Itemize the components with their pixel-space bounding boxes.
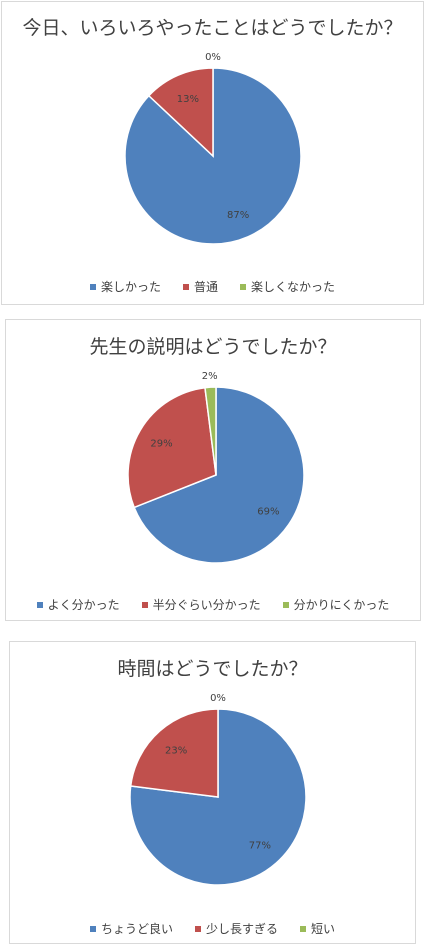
legend-label: 半分ぐらい分かった — [152, 598, 261, 612]
legend-label: 普通 — [193, 280, 218, 294]
legend-item: 普通 — [182, 278, 218, 295]
data-label: 23% — [165, 745, 187, 756]
legend-swatch — [89, 925, 96, 932]
legend-item: 半分ぐらい分かった — [141, 596, 261, 613]
data-label: 13% — [177, 94, 199, 105]
legend-swatch — [182, 283, 189, 290]
data-label: 0% — [210, 693, 226, 704]
pie-chart: 69% 29% 2% — [127, 371, 305, 564]
chart-panel-2: 先生の説明はどうでしたか？ 69% 29% 2% よく分かった 半分ぐらい分かった … — [5, 319, 421, 621]
legend-swatch — [141, 601, 148, 608]
legend-swatch — [300, 925, 306, 932]
legend-label: 楽しくなかった — [251, 280, 336, 294]
chart-title: 先生の説明はどうでしたか？ — [89, 336, 337, 358]
legend-label: 少し長すぎる — [205, 922, 278, 936]
legend-label: 短い — [311, 922, 336, 936]
pie-slice — [129, 708, 219, 798]
legend-item: 少し長すぎる — [194, 920, 278, 937]
legend-label: 楽しかった — [100, 280, 161, 294]
data-label: 29% — [150, 439, 172, 450]
legend-label: 分かりにくかった — [293, 598, 390, 612]
data-label: 87% — [227, 210, 249, 221]
data-label: 0% — [205, 52, 221, 63]
pie-chart: 87% 13% 0% — [124, 52, 302, 245]
chart-panel-1: 今日、いろいろやったことはどうでしたか？ 87% 13% 0% 楽しかった 普通 楽… — [1, 1, 424, 305]
chart-legend: 楽しかった 普通 楽しくなかった — [2, 278, 423, 295]
chart-panel-3: 時間はどうでしたか？ 77% 23% 0% ちょうど良い 少し長すぎる 短い — [9, 641, 416, 944]
legend-item: 分かりにくかった — [282, 596, 390, 613]
legend-label: ちょうど良い — [100, 922, 173, 936]
legend-item: ちょうど良い — [89, 920, 173, 937]
data-label: 69% — [257, 507, 279, 518]
legend-swatch — [36, 601, 43, 608]
chart-legend: よく分かった 半分ぐらい分かった 分かりにくかった — [6, 596, 420, 613]
chart-title: 今日、いろいろやったことはどうでしたか？ — [22, 17, 403, 39]
legend-swatch — [282, 601, 289, 608]
pie-slice — [204, 386, 217, 476]
legend-item: 短い — [300, 920, 335, 937]
legend-swatch — [89, 283, 96, 290]
legend-item: 楽しくなかった — [240, 278, 335, 295]
pie-slice — [127, 386, 217, 509]
legend-item: よく分かった — [36, 596, 120, 613]
pie-chart: 77% 23% 0% — [129, 693, 307, 886]
legend-swatch — [240, 283, 246, 290]
data-label: 77% — [249, 841, 271, 852]
legend-label: よく分かった — [47, 598, 120, 612]
legend-swatch — [194, 925, 201, 932]
pie-slice — [147, 67, 214, 158]
chart-title: 時間はどうでしたか？ — [117, 658, 308, 680]
pie-slice — [133, 386, 305, 564]
legend-item: 楽しかった — [89, 278, 161, 295]
data-label: 2% — [202, 371, 218, 382]
chart-legend: ちょうど良い 少し長すぎる 短い — [10, 920, 415, 937]
